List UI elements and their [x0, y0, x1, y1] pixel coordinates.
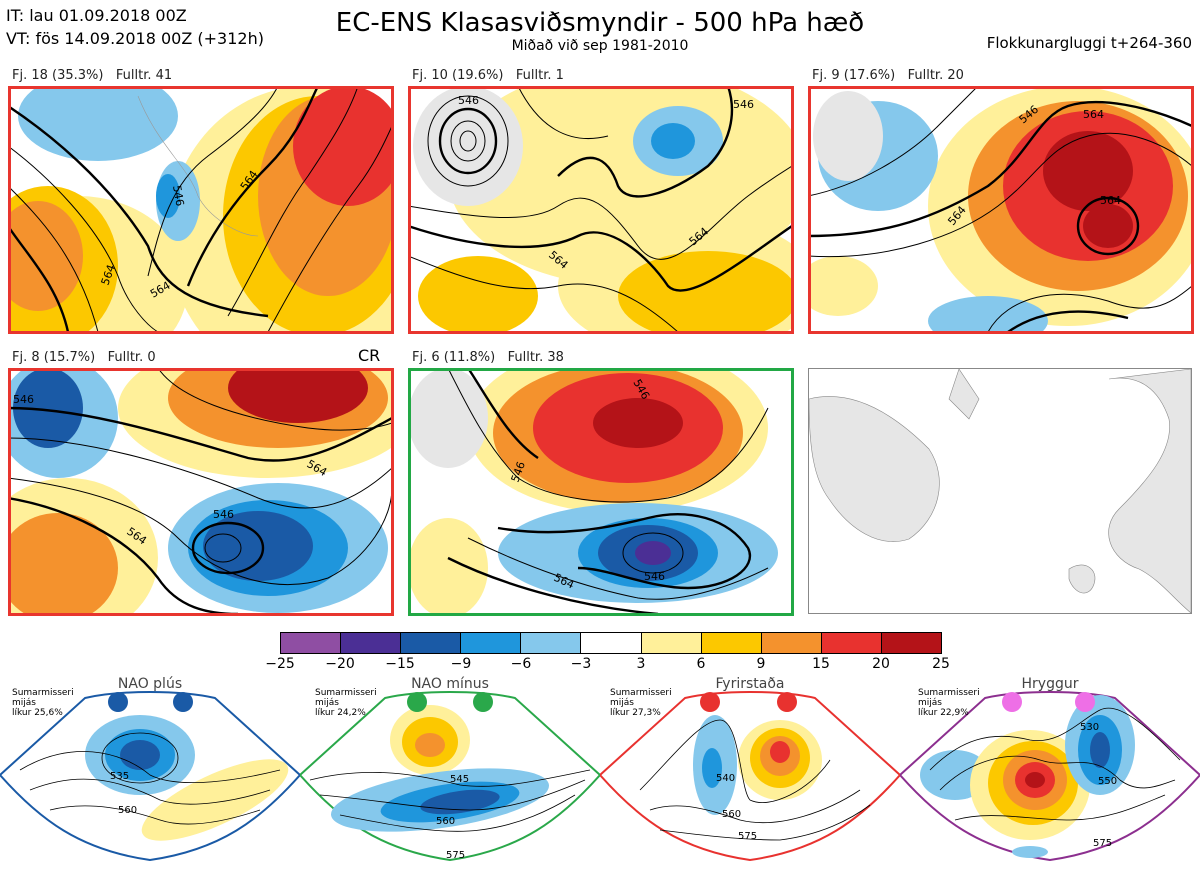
contour-label: 546	[733, 98, 754, 111]
colorbar-segment	[701, 633, 762, 653]
cluster-label: Fj. 6 (11.8%)	[412, 350, 496, 365]
regime-dot	[407, 692, 427, 712]
cluster-members: Fulltr. 20	[907, 68, 964, 83]
regime-dot	[108, 692, 128, 712]
contour-label: 546	[13, 393, 34, 406]
colorbar-tick: −15	[385, 656, 415, 672]
regime-fyrirstada: 540 560 575 Fyrirstaða Sumarmisseri mijá…	[598, 676, 902, 870]
cr-tag: CR	[358, 346, 381, 365]
regime-contour-label: 550	[1098, 776, 1117, 787]
regime-contour-label: 545	[450, 774, 469, 785]
regime-dot	[1075, 692, 1095, 712]
cluster-3-frame	[808, 86, 1194, 334]
cluster-members: Fulltr. 41	[115, 68, 173, 83]
regime-note: Sumarmisseri mijás líkur 27,3%	[610, 688, 672, 718]
cluster-3-label: Fj. 9 (17.6%) Fulltr. 20	[812, 68, 964, 83]
regime-dot	[1002, 692, 1022, 712]
regime-nao-minus: 545 560 575 NAO mínus Sumarmisseri mijás…	[298, 676, 602, 870]
cluster-5-frame	[408, 368, 794, 616]
cluster-label: Fj. 9 (17.6%)	[812, 68, 896, 83]
colorbar-segment	[581, 633, 642, 653]
regime-nao-plus: 535 560 NAO plús Sumarmisseri mijás líku…	[0, 676, 302, 870]
cluster-2-label: Fj. 10 (19.6%) Fulltr. 1	[412, 68, 564, 83]
cluster-2-map: 546 546 564 564	[408, 86, 792, 332]
regime-name: Hryggur	[1021, 676, 1079, 692]
cluster-4-map: 546 564 564 546	[8, 368, 392, 614]
regime-name: NAO plús	[117, 676, 183, 692]
contour-label: 564	[1100, 194, 1121, 207]
regime-note: Sumarmisseri mijás líkur 24,2%	[315, 688, 377, 718]
colorbar-segment	[461, 633, 522, 653]
cluster-4-label: Fj. 8 (15.7%) Fulltr. 0	[12, 350, 156, 365]
cluster-label: Fj. 10 (19.6%)	[412, 68, 504, 83]
colorbar-tick: 6	[696, 656, 706, 672]
empty-base-map	[808, 368, 1192, 614]
cluster-5-label: Fj. 6 (11.8%) Fulltr. 38	[412, 350, 564, 365]
regime-contour-label: 575	[738, 831, 757, 842]
colorbar-segment	[761, 633, 822, 653]
colorbar-tick: −6	[510, 656, 532, 672]
cluster-1-frame	[8, 86, 394, 334]
cluster-2-frame	[408, 86, 794, 334]
colorbar-tick: −20	[325, 656, 355, 672]
regime-dot	[777, 692, 797, 712]
colorbar-segment	[641, 633, 702, 653]
contour-label: 564	[1083, 108, 1104, 121]
cluster-label: Fj. 8 (15.7%)	[12, 350, 96, 365]
page-subtitle: Miðað við sep 1981-2010	[511, 38, 689, 54]
colorbar-segment	[821, 633, 882, 653]
colorbar-tick: 20	[872, 656, 890, 672]
page-title: EC-ENS Klasasviðsmyndir - 500 hPa hæð	[335, 8, 865, 38]
regime-dot	[473, 692, 493, 712]
colorbar-segment	[401, 633, 462, 653]
cluster-3-map: 546 564 564 564	[808, 86, 1192, 332]
anomaly-colorbar	[280, 632, 942, 654]
colorbar-tick: −9	[450, 656, 472, 672]
regime-contour-label: 540	[716, 773, 735, 784]
cluster-label: Fj. 18 (35.3%)	[12, 68, 104, 83]
cluster-5-map: 546 546 564 546	[408, 368, 792, 614]
cluster-members: Fulltr. 1	[515, 68, 564, 83]
cluster-1-map: 564 546 564 564	[8, 86, 392, 332]
colorbar-tick: 25	[932, 656, 950, 672]
regime-contour-label: 560	[722, 809, 741, 820]
colorbar-tick: −3	[570, 656, 592, 672]
regime-contour-label: 530	[1080, 722, 1099, 733]
colorbar-segment	[881, 633, 942, 653]
cluster-members: Fulltr. 38	[507, 350, 564, 365]
regime-dot	[700, 692, 720, 712]
cluster-1-label: Fj. 18 (35.3%) Fulltr. 41	[12, 68, 172, 83]
colorbar-segment	[341, 633, 402, 653]
regime-name: Fyrirstaða	[715, 676, 785, 692]
contour-label: 546	[644, 570, 665, 583]
regime-contour-label: 560	[118, 805, 137, 816]
regime-contour-label: 560	[436, 816, 455, 827]
classification-window: Flokkunargluggi t+264-360	[986, 34, 1192, 52]
colorbar-tick: 3	[636, 656, 646, 672]
regime-contour-label: 575	[446, 850, 465, 861]
contour-label: 546	[458, 94, 479, 107]
contour-label: 546	[213, 508, 234, 521]
colorbar-tick: −25	[265, 656, 295, 672]
regime-contour-label: 535	[110, 771, 129, 782]
initial-time: IT: lau 01.09.2018 00Z	[6, 6, 187, 25]
valid-time: VT: fös 14.09.2018 00Z (+312h)	[6, 29, 264, 48]
regime-hryggur: 530 550 575 Hryggur Sumarmisseri mijás l…	[898, 676, 1200, 870]
colorbar-segment	[521, 633, 582, 653]
contour-label: 546	[170, 184, 186, 207]
regime-dot	[173, 692, 193, 712]
colorbar-segment	[281, 633, 342, 653]
cluster-4-frame	[8, 368, 394, 616]
regime-name: NAO mínus	[411, 676, 489, 692]
colorbar-tick: 15	[812, 656, 830, 672]
regime-note: Sumarmisseri mijás líkur 25,6%	[12, 688, 74, 718]
regime-note: Sumarmisseri mijás líkur 22,9%	[918, 688, 980, 718]
colorbar-tick: 9	[756, 656, 766, 672]
regime-contour-label: 575	[1093, 838, 1112, 849]
cluster-members: Fulltr. 0	[107, 350, 156, 365]
